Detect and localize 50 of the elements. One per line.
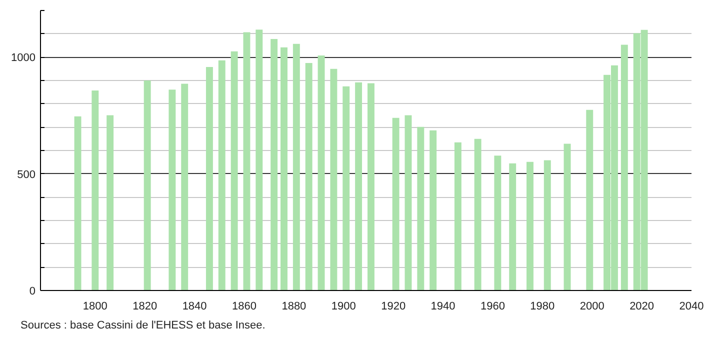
bar: [454, 142, 462, 290]
bar: [318, 56, 325, 290]
bar: [206, 66, 213, 290]
bar: [342, 86, 350, 290]
bar: [586, 110, 594, 290]
bar: [474, 138, 482, 290]
x-tick-label: 1800: [82, 300, 108, 312]
bar: [74, 116, 82, 290]
bar: [230, 51, 238, 290]
bar: [620, 44, 628, 290]
source-note: Sources : base Cassini de l'EHESS et base Insee.: [20, 320, 266, 332]
bar: [292, 44, 300, 290]
bar: [367, 83, 374, 290]
bar: [544, 160, 551, 290]
bar: [509, 163, 516, 290]
x-tick-label: 1820: [132, 300, 158, 312]
y-tick-label: 0: [29, 286, 36, 298]
bar: [168, 90, 176, 290]
x-tick-label: 2000: [580, 300, 604, 312]
bar: [526, 162, 534, 290]
x-tick-label: 1920: [381, 300, 406, 312]
bar: [355, 82, 362, 290]
bar: [392, 118, 400, 290]
bar: [494, 156, 502, 290]
x-tick-label: 1840: [182, 300, 207, 312]
bar: [404, 115, 412, 290]
x-tick-label: 2040: [679, 300, 704, 312]
bar: [305, 63, 312, 290]
x-tick-label: 1980: [530, 300, 555, 312]
bar: [430, 130, 437, 290]
bar: [564, 144, 571, 290]
bar: [218, 60, 226, 290]
x-tick-label: 2020: [630, 300, 654, 312]
y-tick-label: 500: [17, 168, 36, 181]
bar: [144, 80, 151, 290]
bar: [270, 38, 278, 290]
bar: [417, 126, 424, 290]
x-tick-label: 1940: [430, 300, 456, 312]
bar: [106, 115, 114, 290]
bar: [256, 30, 263, 290]
y-tick-label: 1000: [11, 52, 36, 64]
x-tick-label: 1960: [480, 300, 505, 312]
x-tick-label: 1860: [232, 300, 256, 312]
bar: [92, 90, 99, 290]
bar: [181, 84, 188, 290]
bar: [330, 68, 338, 290]
bar: [280, 47, 288, 290]
x-tick-label: 1900: [331, 300, 356, 312]
x-tick-label: 1880: [282, 300, 306, 312]
bar: [243, 32, 250, 290]
